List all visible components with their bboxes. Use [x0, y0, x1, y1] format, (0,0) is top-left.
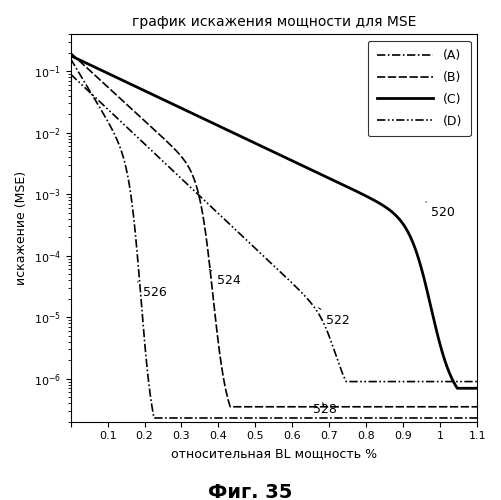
Text: Фиг. 35: Фиг. 35 — [208, 482, 293, 500]
(B) — [223, 388, 229, 394]
(D) — [474, 378, 480, 384]
(C) — [474, 386, 480, 392]
Legend: (A), (B), (C), (D): (A), (B), (C), (D) — [368, 40, 471, 136]
(D) — [371, 378, 377, 384]
(C) — [223, 126, 229, 132]
(B) — [141, 118, 147, 124]
(D) — [141, 141, 147, 147]
(D) — [312, 304, 318, 310]
Line: (D): (D) — [71, 74, 477, 382]
Text: 528: 528 — [313, 402, 337, 415]
(B) — [402, 404, 408, 410]
(A) — [371, 415, 377, 421]
(D) — [343, 378, 349, 384]
Line: (B): (B) — [71, 53, 477, 407]
(C) — [141, 88, 147, 94]
(C) — [402, 224, 408, 230]
(A) — [223, 415, 229, 421]
(C) — [312, 168, 318, 174]
(B) — [332, 404, 338, 410]
(B) — [474, 404, 480, 410]
Title: график искажения мощности для MSE: график искажения мощности для MSE — [132, 15, 416, 29]
(A) — [141, 337, 147, 343]
(B) — [227, 404, 233, 410]
Text: 520: 520 — [426, 202, 455, 220]
(C) — [371, 197, 377, 203]
Line: (C): (C) — [71, 56, 477, 388]
(C) — [332, 178, 338, 184]
X-axis label: относительная BL мощность %: относительная BL мощность % — [171, 447, 377, 460]
Text: 522: 522 — [319, 308, 349, 326]
(D) — [68, 71, 74, 77]
(A) — [312, 415, 318, 421]
(D) — [223, 218, 229, 224]
(A) — [474, 415, 480, 421]
Y-axis label: искажение (MSE): искажение (MSE) — [15, 171, 28, 285]
(A) — [68, 56, 74, 62]
(C) — [454, 386, 460, 392]
Line: (A): (A) — [71, 59, 477, 418]
(B) — [312, 404, 318, 410]
Text: 524: 524 — [209, 270, 240, 287]
(B) — [68, 50, 74, 56]
(B) — [371, 404, 377, 410]
(A) — [151, 415, 157, 421]
(D) — [332, 350, 338, 356]
(C) — [68, 52, 74, 59]
Text: 526: 526 — [138, 282, 166, 300]
(A) — [332, 415, 338, 421]
(D) — [402, 378, 408, 384]
(A) — [402, 415, 408, 421]
